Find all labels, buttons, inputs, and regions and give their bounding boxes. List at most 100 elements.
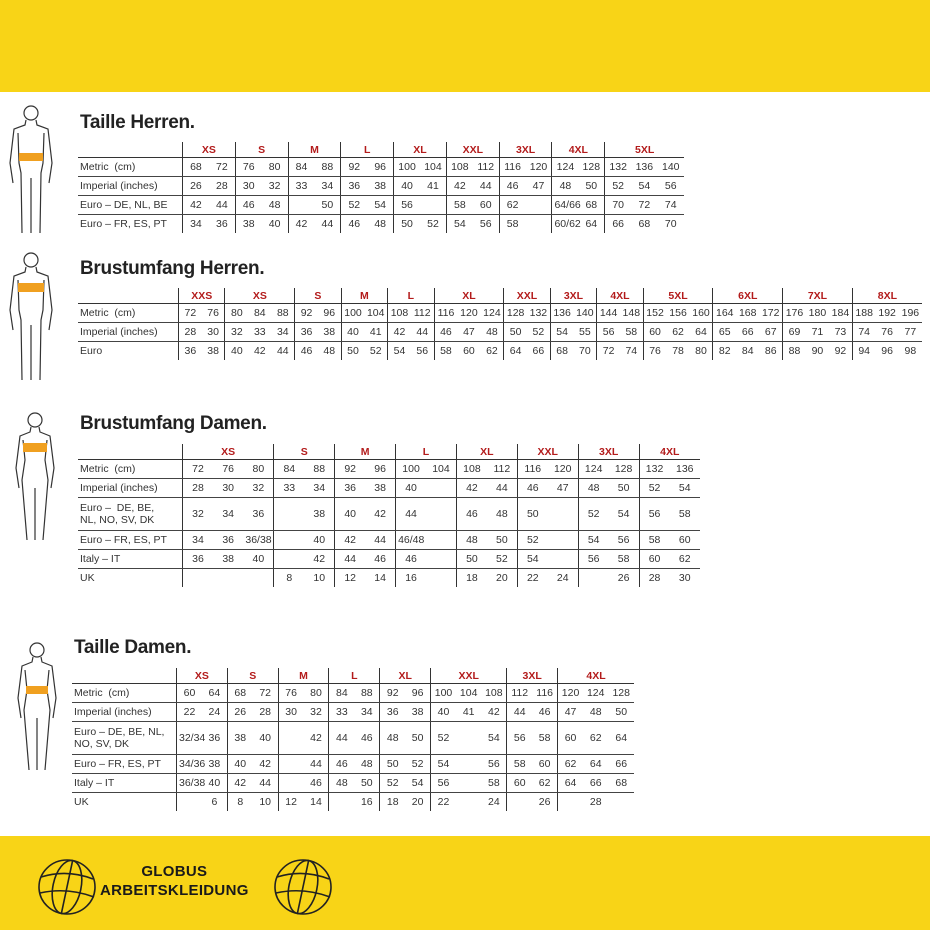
table-cell: 116 <box>498 157 526 177</box>
table-cell: 128 <box>578 157 605 177</box>
table-row: UK 8 10 12 14 16 18 20 22 24 26 28 30 <box>78 568 700 588</box>
table-cell: 46 <box>234 195 262 215</box>
size-label: L <box>387 288 435 304</box>
table-cell: 58 <box>638 530 670 550</box>
table-cell: 34/36 <box>176 754 205 774</box>
header-corner <box>72 668 177 684</box>
table-cell <box>577 568 609 587</box>
table-cell: 46 <box>433 322 458 342</box>
table-cell: 88 <box>271 303 295 323</box>
table-cell <box>426 497 457 531</box>
table-cell: 24 <box>201 702 228 722</box>
table-row: Imperial (inches) 26 28 30 32 33 34 36 38 40 41 42 4… <box>78 176 684 196</box>
bottom-yellow-band <box>0 836 930 930</box>
section-title: Taille Damen. <box>74 637 192 658</box>
table-cell: 160 <box>689 303 713 323</box>
table-cell <box>277 754 304 774</box>
table-row: Euro – FR, ES, PT 34 36 36/38 40 42 44 46/48 48 5… <box>78 530 700 550</box>
size-label: S <box>226 668 279 684</box>
size-label: 8XL <box>851 288 922 304</box>
table-row: Euro – DE, NL, BE 42 44 46 48 50 52 54 56 58 60 62 6… <box>78 195 684 215</box>
table-row: Euro – DE, BE, NL, NO, SV, DK 32/34 36 38 40… <box>72 721 634 755</box>
size-table-taille-herren: XS S M L XL XXL 3XL 4XL 5XL Metric (cm) 68 72 76 80 84… <box>78 142 684 233</box>
table-cell: 28 <box>252 702 279 722</box>
size-label: XL <box>433 288 504 304</box>
table-cell: 32 <box>303 702 329 722</box>
row-label: Italy – IT <box>78 549 183 569</box>
table-cell: 30 <box>212 478 244 498</box>
table-cell <box>273 530 305 550</box>
table-cell: 34 <box>271 322 295 342</box>
table-cell <box>455 721 482 755</box>
table-cell: 26 <box>538 796 551 808</box>
table-cell <box>426 549 457 569</box>
table-row: Imperial (inches) 28 30 32 33 34 36 38 40 41 42 44 4… <box>78 322 922 342</box>
table-row: Italy – IT 36/38 40 42 44 46 48 50 52 54 56 58 60 62 6… <box>72 773 634 793</box>
table-cell <box>277 721 304 755</box>
table-cell: 18 <box>379 792 406 811</box>
table-cell <box>243 569 273 588</box>
row-label: Metric (cm) <box>78 157 183 177</box>
table-row: Imperial (inches) 22 24 26 28 30 32 33 34 36 38 40 4… <box>72 702 634 722</box>
table-cell: 54 <box>367 195 394 215</box>
table-cell: 71 <box>805 322 830 342</box>
table-cell: 36 <box>294 322 318 342</box>
table-cell <box>547 530 579 550</box>
table-row: Euro – DE, BE, NL, NO, SV, DK 32 34 36 38 40 4… <box>78 497 700 531</box>
table-cell: 50 <box>503 322 528 342</box>
table-cell: 46 <box>303 773 329 793</box>
table-cell: 32 <box>243 478 274 498</box>
table-cell: 40 <box>201 773 228 793</box>
size-label: XXL <box>430 668 507 684</box>
table-cell: 34 <box>354 702 380 722</box>
table-cell: 88 <box>314 157 341 177</box>
table-cell: 34 <box>182 530 213 550</box>
header-corner <box>78 444 183 460</box>
table-cell: 47 <box>457 322 481 342</box>
table-cell: 36 <box>201 721 228 755</box>
table-row: Imperial (inches) 28 30 32 33 34 36 38 40 42 44 46 4… <box>78 478 700 498</box>
table-cell: 70 <box>579 345 591 357</box>
table-cell: 124 <box>480 303 504 323</box>
size-label: 4XL <box>557 668 634 684</box>
table-cell: 52 <box>604 176 632 196</box>
size-label: XXL <box>516 444 579 460</box>
table-cell: 124 <box>551 157 579 177</box>
table-cell: 42 <box>182 195 209 215</box>
male-waist-figure-icon <box>9 105 53 234</box>
table-cell: 56 <box>430 773 456 793</box>
row-label: Euro – DE, BE, NL, NO, SV, DK <box>72 721 177 755</box>
size-label: M <box>277 668 329 684</box>
table-cell: 56 <box>657 176 684 196</box>
table-cell: 52 <box>486 549 518 569</box>
table-cell: 38 <box>317 322 342 342</box>
table-row: Euro – FR, ES, PT 34 36 38 40 42 44 46 48 50 52 54 5… <box>78 214 684 234</box>
table-cell: 104 <box>420 157 447 177</box>
size-label: 5XL <box>642 288 713 304</box>
table-cell: 108 <box>455 459 487 479</box>
table-cell: 48 <box>379 721 406 755</box>
table-cell: 34 <box>212 497 244 531</box>
table-cell <box>547 549 579 569</box>
table-cell: 47 <box>525 176 552 196</box>
table-cell: 32 <box>182 497 213 531</box>
header-corner <box>78 288 179 304</box>
table-cell <box>526 215 552 234</box>
table-row: Euro – FR, ES, PT 34/36 38 40 42 44 46 48 50 52 54… <box>72 754 634 774</box>
table-cell: 30 <box>234 176 262 196</box>
table-cell: 48 <box>374 218 387 230</box>
table-cell: 42 <box>304 549 335 569</box>
table-cell: 68 <box>549 341 574 360</box>
table-cell: 50 <box>608 702 634 722</box>
table-cell: 66 <box>736 322 760 342</box>
size-header-row: XS S M L XL XXL 3XL 4XL <box>78 444 700 460</box>
table-cell: 76 <box>201 303 225 323</box>
table-cell: 60 <box>532 754 558 774</box>
table-cell: 28 <box>208 176 236 196</box>
table-cell: 88 <box>782 341 806 360</box>
size-label: M <box>334 444 396 460</box>
table-cell: 46 <box>328 754 355 774</box>
table-cell: 62 <box>669 549 700 569</box>
table-cell: 64 <box>503 341 528 360</box>
table-cell: 48 <box>583 702 609 722</box>
